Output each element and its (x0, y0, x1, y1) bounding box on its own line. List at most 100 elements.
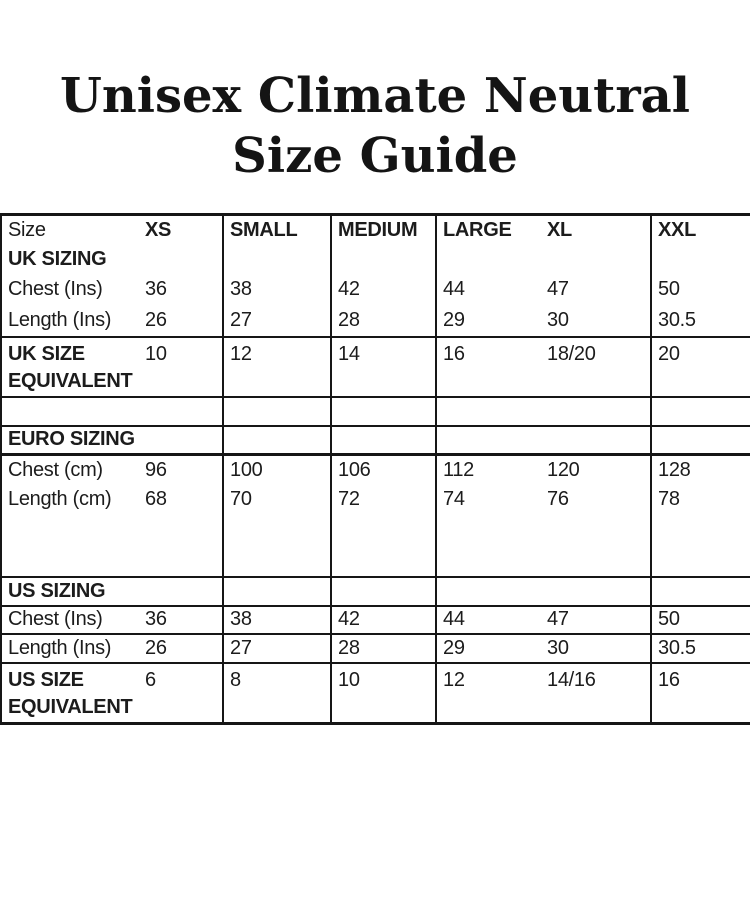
row-label-line-2: EQUIVALENT (8, 695, 133, 718)
cell (1, 396, 139, 427)
value-cell: 38 (222, 605, 331, 635)
cell (541, 425, 651, 456)
cell (222, 396, 331, 427)
row-size-header: Size XS SMALL MEDIUM LARGE XL XXL (1, 214, 750, 245)
value-cell: 30.5 (650, 633, 750, 664)
value-cell: 96 (145, 458, 167, 481)
cell (435, 576, 541, 607)
value-cell: 68 (145, 488, 167, 510)
cell (139, 425, 223, 456)
row-label-line-2: EQUIVALENT (8, 369, 133, 392)
column-header-xxl: XXL (650, 214, 750, 245)
cell (330, 396, 436, 427)
value-cell: 78 (650, 484, 750, 515)
cell (541, 245, 651, 275)
row-label: US SIZE EQUIVALENT (1, 662, 139, 725)
column-header-xl: XL (547, 218, 572, 241)
value-cell: 14 (330, 336, 436, 398)
value-cell: 47 (541, 605, 651, 635)
row-us-length: Length (Ins) 26 27 28 29 30 30.5 (1, 633, 750, 664)
cell (435, 425, 541, 456)
value-cell: 10 (139, 336, 223, 398)
spacer-row (1, 396, 750, 427)
value-cell: 30.5 (650, 304, 750, 338)
row-uk-size-equivalent: UK SIZE EQUIVALENT 10 12 14 16 18/20 20 (1, 336, 750, 398)
cell (330, 514, 436, 578)
value-cell: 29 (435, 633, 541, 664)
section-label-uk: UK SIZING (8, 248, 107, 270)
cell (139, 396, 223, 427)
row-label: Length (Ins) (1, 304, 139, 338)
value-cell: 128 (650, 454, 750, 485)
cell (139, 245, 223, 275)
cell (222, 425, 331, 456)
value-cell: 50 (650, 605, 750, 635)
value-cell: 42 (330, 274, 436, 305)
value-cell: 44 (435, 274, 541, 305)
row-uk-length: Length (Ins) 26 27 28 29 30 30.5 (1, 304, 750, 338)
cell (222, 514, 331, 578)
row-euro-length: Length (cm) 68 70 72 74 76 78 (1, 484, 750, 515)
value-cell: 27 (222, 633, 331, 664)
cell (541, 576, 651, 607)
cell (541, 396, 651, 427)
row-label: Size (8, 218, 46, 241)
value-cell: 16 (435, 336, 541, 398)
row-label: Chest (Ins) (1, 605, 139, 635)
value-cell: 6 (139, 662, 223, 725)
value-cell: 30 (541, 633, 651, 664)
value-cell: 20 (650, 336, 750, 398)
value-cell: 42 (330, 605, 436, 635)
title-line-2: Size Guide (232, 128, 518, 184)
row-us-size-equivalent: US SIZE EQUIVALENT 6 8 10 12 14/16 16 (1, 662, 750, 725)
cell (541, 514, 651, 578)
cell (435, 244, 541, 275)
column-header-small: SMALL (222, 214, 331, 245)
cell (330, 425, 436, 456)
cell (222, 576, 331, 607)
cell (1, 514, 139, 578)
value-cell: 100 (222, 454, 331, 485)
value-cell: 28 (330, 633, 436, 664)
size-table: Size XS SMALL MEDIUM LARGE XL XXL UK SIZ… (0, 213, 750, 725)
size-table-wrap: Size XS SMALL MEDIUM LARGE XL XXL UK SIZ… (0, 213, 750, 725)
value-cell: 76 (547, 488, 569, 510)
value-cell: 18/20 (541, 336, 651, 398)
cell (435, 514, 541, 578)
spacer-row (1, 514, 750, 578)
value-cell: 112 (435, 454, 541, 485)
value-cell: 8 (222, 662, 331, 725)
value-cell: 26 (139, 633, 223, 664)
row-label-line-1: US SIZE (8, 668, 84, 691)
row-euro-chest: Chest (cm) 96 100 106 112 120 128 (1, 454, 750, 485)
cell (139, 514, 223, 578)
value-cell: 27 (222, 304, 331, 338)
cell (139, 576, 223, 607)
value-cell: 74 (435, 484, 541, 515)
value-cell: 26 (139, 304, 223, 338)
row-us-sizing: US SIZING (1, 576, 750, 607)
column-header-medium: MEDIUM (330, 214, 436, 245)
cell (330, 576, 436, 607)
value-cell: 12 (222, 336, 331, 398)
cell (650, 514, 750, 578)
row-euro-sizing: EURO SIZING (1, 425, 750, 456)
value-cell: 36 (145, 278, 167, 300)
value-cell: 16 (650, 662, 750, 725)
value-cell: 47 (547, 278, 569, 300)
row-label-line-1: UK SIZE (8, 342, 85, 365)
page-title: Unisex Climate Neutral Size Guide (0, 0, 750, 186)
cell (435, 396, 541, 427)
value-cell: 50 (650, 274, 750, 305)
row-uk-sizing: UK SIZING (1, 244, 750, 275)
section-label-us: US SIZING (1, 576, 139, 607)
value-cell: 10 (330, 662, 436, 725)
cell (222, 244, 331, 275)
value-cell: 28 (330, 304, 436, 338)
cell (650, 396, 750, 427)
cell (650, 425, 750, 456)
row-uk-chest: Chest (Ins) 36 38 42 44 47 50 (1, 274, 750, 305)
value-cell: 106 (330, 454, 436, 485)
row-label: Chest (cm) (8, 458, 103, 481)
column-header-large: LARGE (435, 214, 541, 245)
